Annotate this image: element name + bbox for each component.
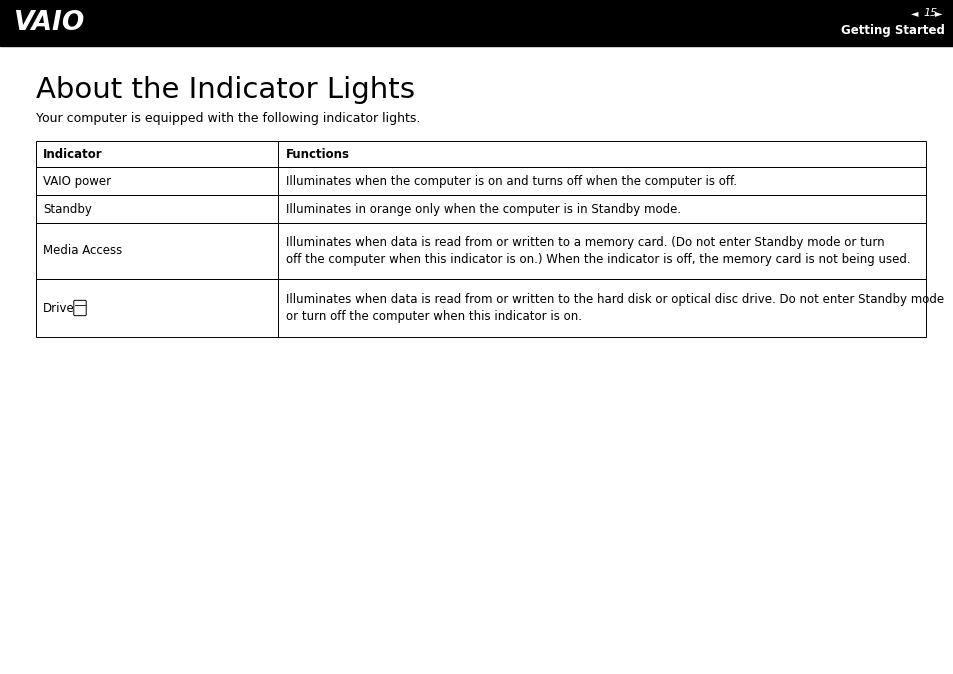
Bar: [36, 141, 925, 167]
Text: About the Indicator Lights: About the Indicator Lights: [36, 76, 415, 104]
Text: Getting Started: Getting Started: [841, 24, 944, 37]
Text: VAIO: VAIO: [14, 10, 85, 36]
Text: Drive: Drive: [43, 301, 74, 315]
Text: Indicator: Indicator: [43, 148, 103, 160]
Bar: [36, 279, 925, 337]
Text: Illuminates when data is read from or written to the hard disk or optical disc d: Illuminates when data is read from or wr…: [286, 293, 943, 306]
Bar: [36, 223, 925, 279]
Text: or turn off the computer when this indicator is on.: or turn off the computer when this indic…: [286, 310, 581, 324]
Text: VAIO power: VAIO power: [43, 175, 111, 187]
Text: Standby: Standby: [43, 202, 91, 216]
Bar: [0, 0, 953, 46]
Bar: [36, 195, 925, 223]
Text: ►: ►: [934, 8, 942, 18]
Text: Illuminates in orange only when the computer is in Standby mode.: Illuminates in orange only when the comp…: [286, 202, 680, 216]
Bar: [36, 167, 925, 195]
Text: Functions: Functions: [286, 148, 350, 160]
Text: Illuminates when data is read from or written to a memory card. (Do not enter St: Illuminates when data is read from or wr…: [286, 236, 883, 249]
Text: Your computer is equipped with the following indicator lights.: Your computer is equipped with the follo…: [36, 112, 420, 125]
Text: Media Access: Media Access: [43, 245, 122, 257]
Text: 15: 15: [923, 8, 936, 18]
Text: off the computer when this indicator is on.) When the indicator is off, the memo: off the computer when this indicator is …: [286, 253, 910, 266]
Text: ◄: ◄: [910, 8, 918, 18]
Text: Illuminates when the computer is on and turns off when the computer is off.: Illuminates when the computer is on and …: [286, 175, 737, 187]
